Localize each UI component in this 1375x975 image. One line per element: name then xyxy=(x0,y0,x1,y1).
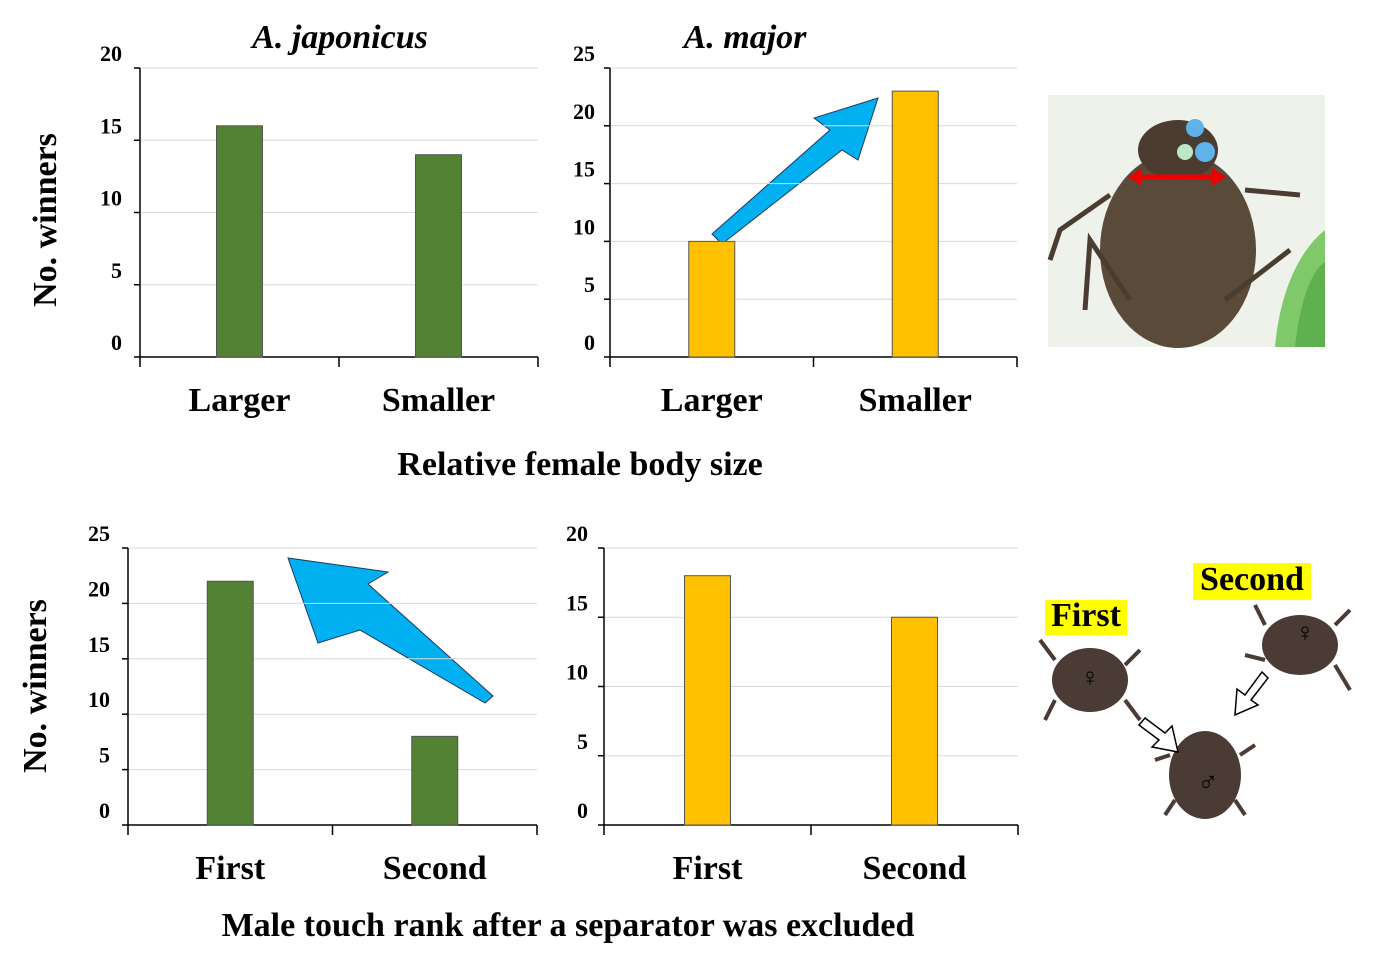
bar xyxy=(216,125,263,358)
x-tick-label: Second xyxy=(383,850,487,887)
bar xyxy=(891,616,938,826)
x-tick-label: First xyxy=(195,850,266,887)
y-tick-label: 10 xyxy=(100,186,122,211)
y-tick-label: 15 xyxy=(566,590,588,615)
x-tick-label: First xyxy=(673,850,744,887)
y-tick-label: 5 xyxy=(99,743,110,768)
y-tick-label: 5 xyxy=(584,272,595,297)
y-tick-label: 0 xyxy=(584,330,595,355)
x-axis-label: Male touch rank after a separator was ex… xyxy=(222,907,915,944)
illustration-label: Second xyxy=(1200,561,1304,598)
y-tick-label: 20 xyxy=(88,576,110,601)
y-tick-label: 0 xyxy=(111,330,122,355)
y-tick-label: 5 xyxy=(111,258,122,283)
bar xyxy=(411,735,459,826)
x-tick-label: Second xyxy=(863,850,967,887)
y-tick-label: 15 xyxy=(573,157,595,182)
y-tick-label: 20 xyxy=(573,99,595,124)
y-tick-label: 10 xyxy=(566,660,588,685)
x-tick-label: Smaller xyxy=(382,382,495,419)
y-tick-label: 25 xyxy=(573,41,595,66)
female-symbol: ♀ xyxy=(1295,618,1315,647)
arrow xyxy=(711,97,879,245)
chart-title: A. major xyxy=(682,19,808,56)
x-tick-label: Larger xyxy=(189,382,291,419)
male-symbol: ♂ xyxy=(1198,767,1219,798)
bar xyxy=(684,575,731,826)
beetle-illustration: ♀ ♀ ♂ First Second xyxy=(1038,561,1352,819)
x-tick-label: Smaller xyxy=(859,382,972,419)
bar xyxy=(891,90,939,358)
y-tick-label: 15 xyxy=(100,113,122,138)
y-axis-label: No. winners xyxy=(27,133,64,307)
y-tick-label: 5 xyxy=(577,729,588,754)
x-axis-label: Relative female body size xyxy=(397,446,762,483)
y-tick-label: 20 xyxy=(100,41,122,66)
bar xyxy=(688,240,736,358)
chart-title: A. japonicus xyxy=(250,19,428,56)
y-tick-label: 25 xyxy=(88,521,110,546)
bar xyxy=(415,154,462,358)
x-tick-label: Larger xyxy=(661,382,763,419)
arrow xyxy=(287,557,494,704)
y-tick-label: 20 xyxy=(566,521,588,546)
y-tick-label: 0 xyxy=(577,798,588,823)
y-tick-label: 0 xyxy=(99,798,110,823)
y-axis-label: No. winners xyxy=(17,599,54,773)
y-tick-label: 10 xyxy=(88,687,110,712)
y-tick-label: 10 xyxy=(573,214,595,239)
beetle-photo xyxy=(1047,95,1325,348)
bar xyxy=(206,580,254,826)
female-symbol: ♀ xyxy=(1080,663,1100,692)
illustration-label: First xyxy=(1051,597,1122,634)
y-tick-label: 15 xyxy=(88,632,110,657)
